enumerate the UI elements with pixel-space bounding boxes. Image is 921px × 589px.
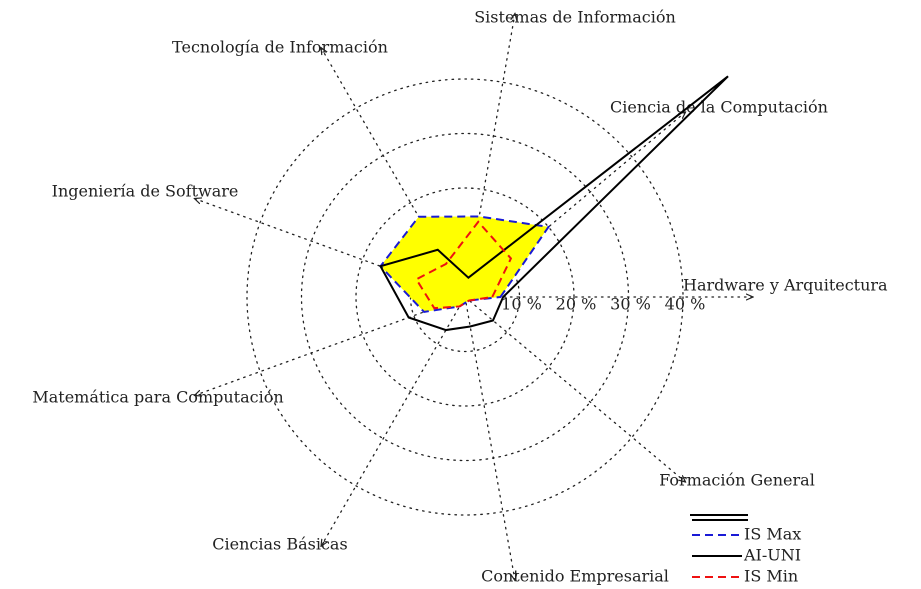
axis-line <box>464 112 686 298</box>
axis-line <box>464 296 515 581</box>
axis-label: Sistemas de Información <box>474 8 676 27</box>
series-line <box>414 220 513 310</box>
legend-label: AI-UNI <box>743 546 801 565</box>
axis-label: Ciencia de la Computación <box>610 98 828 117</box>
axis-line <box>194 296 466 396</box>
axis-line <box>194 198 466 298</box>
legend-label: IS Min <box>744 567 798 586</box>
axis-label: Ingeniería de Software <box>52 182 239 201</box>
series-line <box>379 75 729 332</box>
axis-label: Matemática para Computación <box>32 388 283 407</box>
r-tick-label: 30 % <box>610 295 651 314</box>
axis-label: Hardware y Arquitectura <box>683 276 888 295</box>
r-tick-label: 10 % <box>501 295 542 314</box>
r-tick-label: 40 % <box>665 295 706 314</box>
axis-label: Contenido Empresarial <box>481 567 669 586</box>
axis-line <box>464 13 515 298</box>
axis-line <box>321 48 466 298</box>
grid-ring <box>246 78 684 516</box>
r-tick-label: 20 % <box>556 295 597 314</box>
axis-label: Formación General <box>659 471 815 490</box>
axis-line <box>464 296 686 482</box>
axis-line <box>321 296 466 546</box>
axis-label: Ciencias Básicas <box>212 535 347 554</box>
series-line <box>379 215 551 313</box>
grid-ring <box>355 187 575 407</box>
legend-label: IS Max <box>744 525 801 544</box>
axis-label: Tecnología de Información <box>172 38 388 57</box>
